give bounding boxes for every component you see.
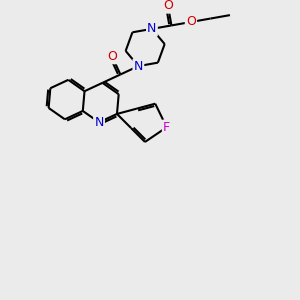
Text: O: O <box>163 0 173 12</box>
Text: N: N <box>134 60 143 73</box>
Text: O: O <box>186 16 196 28</box>
Text: O: O <box>107 50 117 63</box>
Text: N: N <box>147 22 157 35</box>
Text: N: N <box>94 116 104 129</box>
Text: F: F <box>163 121 170 134</box>
